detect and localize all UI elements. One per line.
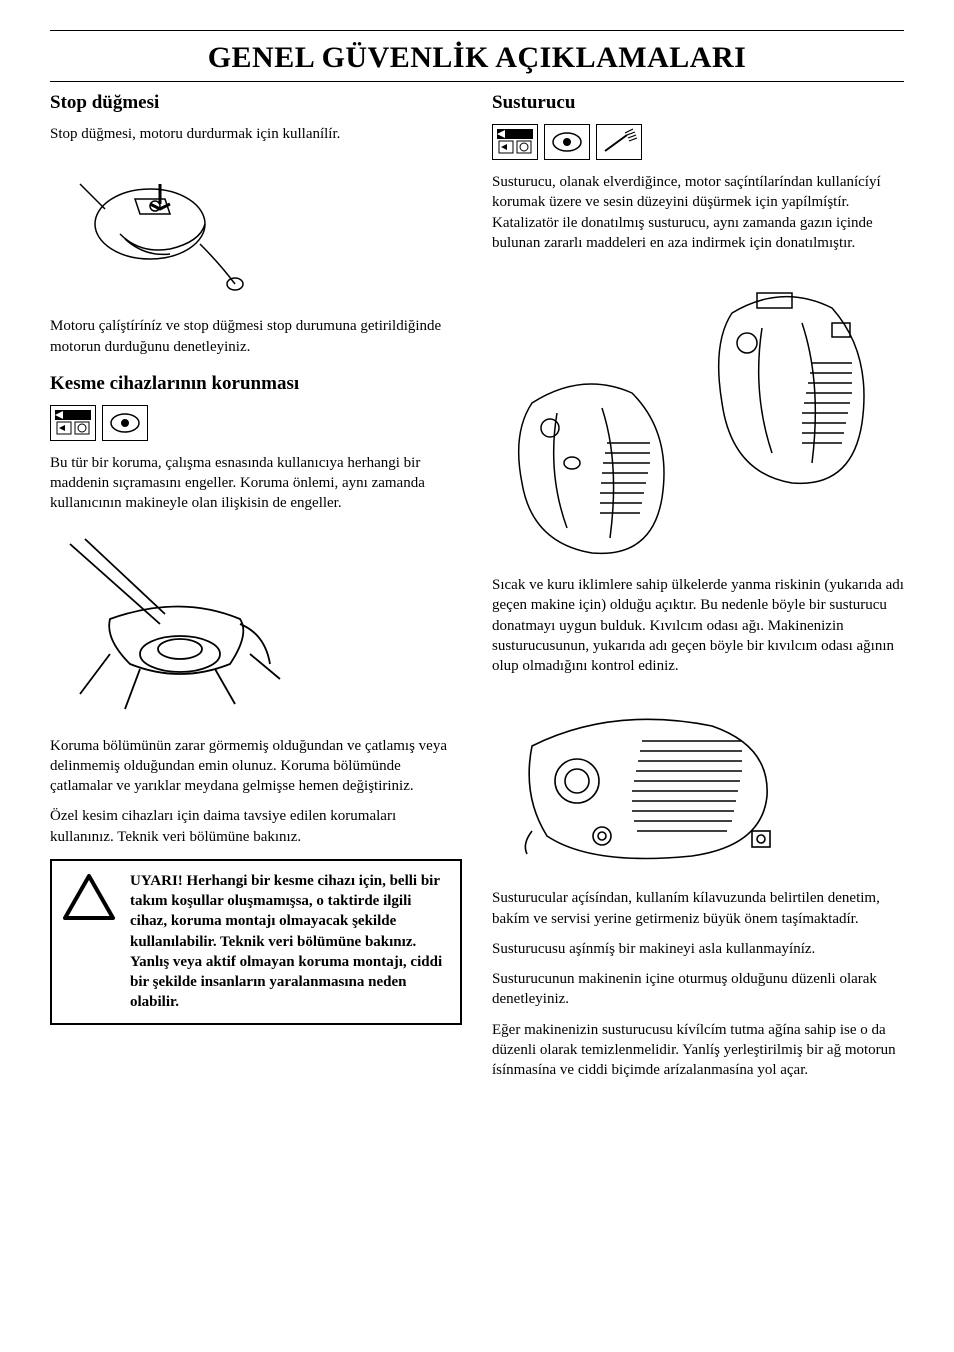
- heading-stop-button: Stop düğmesi: [50, 92, 462, 114]
- para-muffler-4: Susturucusu aşínmíş bir makineyi asla ku…: [492, 939, 904, 959]
- inspect-eye-icon: [544, 124, 590, 160]
- figure-stop-button: [50, 154, 462, 304]
- top-rule: [50, 30, 904, 31]
- para-guard-3: Özel kesim cihazları için daima tavsiye …: [50, 806, 462, 847]
- icon-row-guard: [50, 405, 462, 441]
- para-guard-1: Bu tür bir koruma, çalışma esnasında kul…: [50, 453, 462, 514]
- inspect-eye-icon: [102, 405, 148, 441]
- manual-arrow-icon: [492, 124, 538, 160]
- figure-engine-pair: [492, 263, 904, 563]
- warning-text: UYARI! Herhangi bir kesme cihazı için, b…: [130, 871, 448, 1013]
- para-muffler-6: Eğer makinenizin susturucusu kívílcím tu…: [492, 1020, 904, 1081]
- icon-row-muffler: [492, 124, 904, 160]
- right-column: Susturucu: [492, 88, 904, 1090]
- warning-box: UYARI! Herhangi bir kesme cihazı için, b…: [50, 859, 462, 1025]
- two-column-layout: Stop düğmesi Stop düğmesi, motoru durdur…: [50, 88, 904, 1090]
- manual-arrow-icon: [50, 405, 96, 441]
- para-stop-1: Stop düğmesi, motoru durdurmak için kull…: [50, 124, 462, 144]
- para-muffler-3: Susturucular açísíndan, kullaním kílavuz…: [492, 888, 904, 929]
- para-guard-2: Koruma bölümünün zarar görmemiş olduğund…: [50, 736, 462, 797]
- left-column: Stop düğmesi Stop düğmesi, motoru durdur…: [50, 88, 462, 1090]
- para-muffler-2: Sıcak ve kuru iklimlere sahip ülkelerde …: [492, 575, 904, 676]
- figure-muffler-closeup: [492, 686, 904, 876]
- brush-clean-icon: [596, 124, 642, 160]
- warning-triangle-icon: [62, 873, 116, 926]
- para-muffler-1: Susturucu, olanak elverdiğince, motor sa…: [492, 172, 904, 253]
- title-rule: [50, 81, 904, 82]
- page-title: GENEL GÜVENLİK AÇIKLAMALARI: [50, 37, 904, 81]
- figure-trimmer-guard: [50, 524, 462, 724]
- heading-guard: Kesme cihazlarının korunması: [50, 373, 462, 395]
- heading-muffler: Susturucu: [492, 92, 904, 114]
- para-stop-2: Motoru çalíştíríníz ve stop düğmesi stop…: [50, 316, 462, 357]
- para-muffler-5: Susturucunun makinenin içine oturmuş old…: [492, 969, 904, 1010]
